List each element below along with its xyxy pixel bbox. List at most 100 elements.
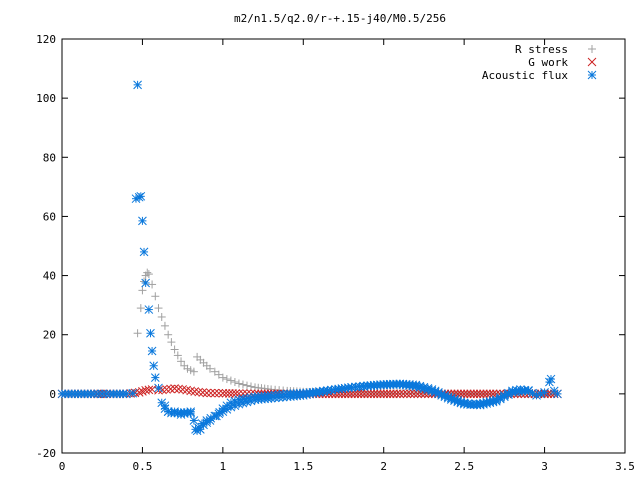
g-work-point — [469, 389, 479, 399]
r-stress-point — [160, 321, 169, 330]
r-stress-point — [154, 304, 163, 313]
g-work-point — [363, 389, 372, 399]
r-stress-point — [230, 378, 239, 387]
y-tick-label: 100 — [36, 92, 56, 105]
g-work-point — [466, 389, 475, 399]
g-work-point — [166, 384, 175, 394]
g-work-point — [360, 389, 369, 399]
g-work-point — [479, 389, 488, 399]
chart-title: m2/n1.5/q2.0/r-+.15-j40/M0.5/256 — [234, 12, 446, 25]
x-tick-label: 2.5 — [454, 460, 474, 473]
g-work-point — [218, 388, 228, 398]
r-stress-point — [183, 364, 192, 373]
r-stress-point — [226, 376, 235, 385]
g-work-point — [194, 387, 204, 397]
x-tick-label: 1 — [220, 460, 227, 473]
acoustic-flux-point — [146, 328, 155, 338]
series-acoustic-flux — [57, 80, 562, 436]
g-work-point — [214, 388, 224, 398]
g-work-point — [369, 389, 379, 399]
r-stress-point — [242, 381, 251, 390]
plot-frame — [61, 38, 626, 454]
x-tick-label: 2 — [380, 460, 387, 473]
acoustic-flux-point — [553, 389, 562, 399]
acoustic-flux-point — [327, 385, 336, 395]
acoustic-flux-point — [154, 383, 163, 393]
g-work-point — [385, 389, 395, 399]
acoustic-flux-point — [149, 361, 159, 371]
r-stress-point — [189, 367, 198, 376]
y-tick-label: 80 — [43, 151, 56, 164]
y-tick-label: 40 — [43, 270, 56, 283]
acoustic-flux-point — [488, 397, 498, 407]
acoustic-flux-point — [144, 305, 154, 314]
legend-label-acoustic-flux: Acoustic flux — [482, 69, 568, 82]
g-work-point — [406, 389, 415, 399]
r-stress-point — [143, 268, 152, 277]
legend-label-r-stress: R stress — [515, 43, 568, 56]
r-stress-point — [164, 330, 173, 339]
g-work-point — [234, 389, 244, 398]
g-work-point — [347, 389, 356, 399]
acoustic-flux-point — [315, 387, 324, 396]
x-tick-label: 3 — [541, 460, 548, 473]
y-tick-label: 0 — [49, 388, 56, 401]
g-work-point — [395, 389, 405, 399]
g-work-point — [488, 389, 498, 399]
g-work-point — [389, 389, 398, 399]
r-stress-point — [218, 373, 227, 382]
r-stress-point — [234, 379, 243, 388]
g-work-point — [463, 389, 472, 399]
acoustic-flux-point — [93, 389, 103, 399]
g-work-point — [170, 384, 179, 393]
g-work-point — [224, 389, 234, 398]
y-tick-label: 120 — [36, 33, 56, 46]
g-work-point — [379, 389, 389, 399]
g-work-point — [402, 389, 412, 399]
g-work-point — [231, 389, 241, 398]
r-stress-point — [157, 312, 166, 321]
r-stress-point — [136, 304, 145, 313]
g-work-point — [356, 389, 366, 399]
acoustic-flux-point — [323, 386, 332, 395]
r-stress-point — [205, 364, 214, 373]
r-stress-point — [151, 292, 160, 301]
legend-marker-g-work — [587, 57, 597, 67]
legend-label-g-work: G work — [528, 56, 568, 69]
r-stress-point — [170, 345, 179, 354]
g-work-point — [206, 388, 216, 398]
r-stress-point — [214, 370, 223, 379]
acoustic-flux-point — [136, 191, 146, 201]
acoustic-flux-point — [189, 416, 199, 425]
r-stress-point — [210, 367, 219, 376]
acoustic-flux-point — [139, 247, 149, 257]
g-work-point — [190, 387, 200, 396]
y-tick-label: 20 — [43, 329, 56, 342]
r-stress-point — [173, 351, 182, 360]
g-work-point — [453, 389, 463, 399]
acoustic-flux-point — [147, 346, 157, 356]
g-work-point — [198, 388, 208, 397]
r-stress-point — [144, 270, 153, 279]
acoustic-flux-point — [163, 407, 173, 416]
r-stress-point — [148, 280, 157, 289]
g-work-point — [343, 389, 353, 399]
acoustic-flux-point — [170, 407, 179, 416]
g-work-point — [382, 389, 392, 399]
acoustic-flux-point — [138, 216, 147, 226]
acoustic-flux-point — [205, 416, 215, 425]
acoustic-flux-point — [524, 385, 533, 395]
x-tick-label: 3.5 — [615, 460, 635, 473]
g-work-point — [372, 389, 382, 399]
r-stress-point — [186, 366, 195, 375]
acoustic-flux-point — [504, 390, 513, 399]
acoustic-flux-point — [319, 386, 328, 396]
r-stress-point — [138, 286, 147, 295]
x-tick-label: 0 — [59, 460, 66, 473]
legend-marker-acoustic-flux — [587, 70, 597, 80]
acoustic-flux-point — [133, 80, 142, 90]
